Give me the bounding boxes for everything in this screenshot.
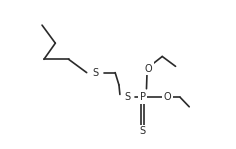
Text: S: S bbox=[124, 92, 131, 102]
Text: S: S bbox=[92, 68, 98, 78]
Text: O: O bbox=[145, 64, 152, 74]
Text: P: P bbox=[140, 92, 146, 102]
Text: O: O bbox=[164, 92, 171, 102]
Text: S: S bbox=[140, 127, 146, 136]
